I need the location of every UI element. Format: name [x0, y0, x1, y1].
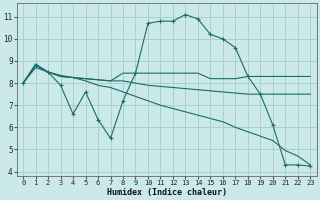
- X-axis label: Humidex (Indice chaleur): Humidex (Indice chaleur): [107, 188, 227, 197]
